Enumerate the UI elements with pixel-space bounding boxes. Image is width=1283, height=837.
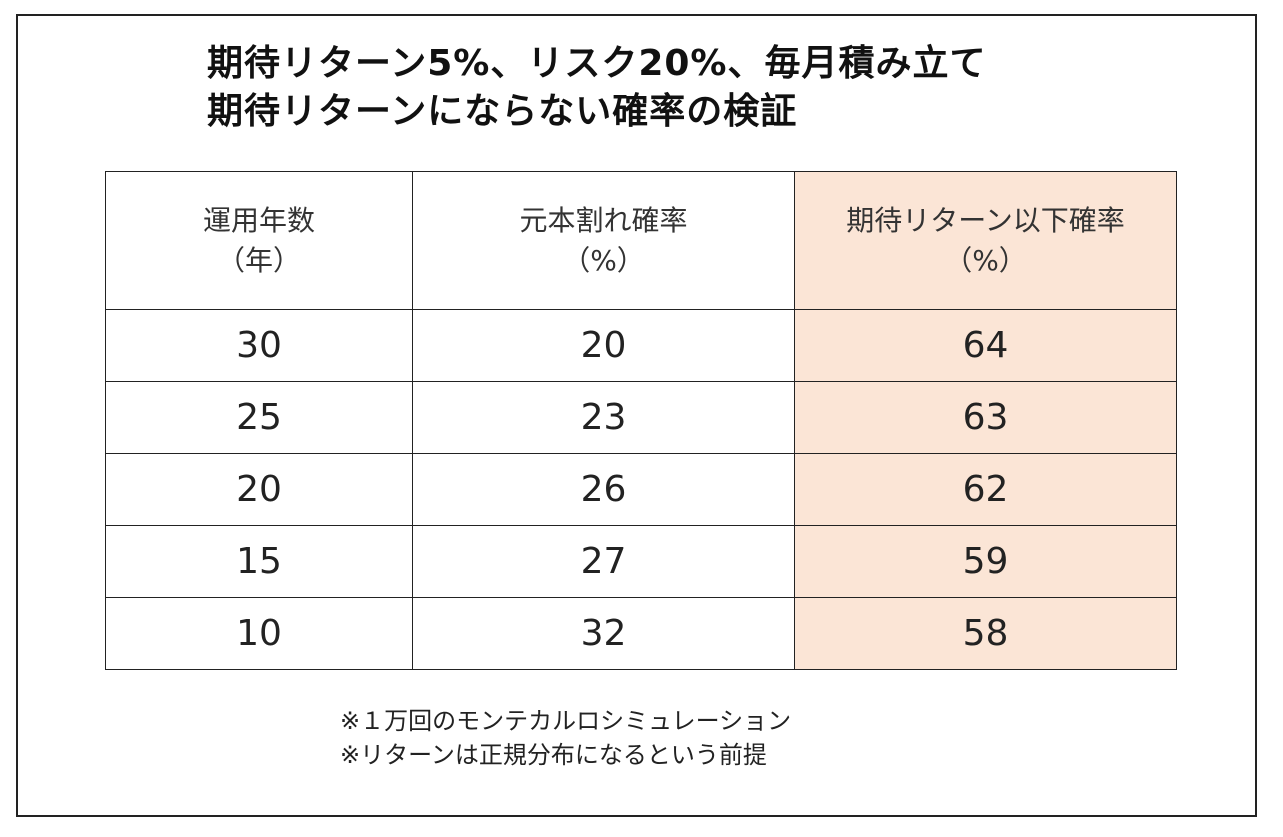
cell-below-expected: 62 xyxy=(794,453,1177,526)
cell-principal-loss: 23 xyxy=(412,381,795,454)
cell-principal-loss: 32 xyxy=(412,597,795,670)
header-years: 運用年数 （年） xyxy=(105,171,413,310)
footnote: ※１万回のモンテカルロシミュレーション xyxy=(340,707,792,735)
title-line-1: 期待リターン5%、リスク20%、毎月積み立て xyxy=(207,43,987,84)
header-below-expected-unit: （%） xyxy=(944,243,1027,277)
table-row: 10 32 58 xyxy=(105,597,1177,670)
header-principal-loss-unit: （%） xyxy=(562,243,645,277)
table-row: 15 27 59 xyxy=(105,525,1177,598)
header-years-unit: （年） xyxy=(216,243,301,277)
cell-years: 10 xyxy=(105,597,413,670)
cell-principal-loss: 27 xyxy=(412,525,795,598)
header-below-expected: 期待リターン以下確率 （%） xyxy=(794,171,1177,310)
header-principal-loss: 元本割れ確率 （%） xyxy=(412,171,795,310)
cell-below-expected: 59 xyxy=(794,525,1177,598)
cell-below-expected: 64 xyxy=(794,309,1177,382)
footnote: ※リターンは正規分布になるという前提 xyxy=(340,741,767,769)
cell-years: 25 xyxy=(105,381,413,454)
header-principal-loss-label: 元本割れ確率 xyxy=(519,203,688,237)
cell-years: 15 xyxy=(105,525,413,598)
cell-years: 20 xyxy=(105,453,413,526)
header-below-expected-label: 期待リターン以下確率 xyxy=(846,203,1125,237)
table-row: 30 20 64 xyxy=(105,309,1177,382)
results-table: 運用年数 （年） 元本割れ確率 （%） 期待リターン以下確率 （%） 30 20… xyxy=(105,171,1177,670)
title-line-2: 期待リターンにならない確率の検証 xyxy=(207,91,798,132)
footnotes: ※１万回のモンテカルロシミュレーション ※リターンは正規分布になるという前提 xyxy=(340,704,791,772)
header-years-label: 運用年数 xyxy=(202,203,315,237)
cell-principal-loss: 26 xyxy=(412,453,795,526)
cell-below-expected: 63 xyxy=(794,381,1177,454)
table-row: 25 23 63 xyxy=(105,381,1177,454)
cell-years: 30 xyxy=(105,309,413,382)
cell-below-expected: 58 xyxy=(794,597,1177,670)
table-row: 20 26 62 xyxy=(105,453,1177,526)
cell-principal-loss: 20 xyxy=(412,309,795,382)
figure-frame xyxy=(16,14,1257,817)
chart-title: 期待リターン5%、リスク20%、毎月積み立て 期待リターンにならない確率の検証 xyxy=(207,40,987,136)
header-row: 運用年数 （年） 元本割れ確率 （%） 期待リターン以下確率 （%） xyxy=(105,171,1177,310)
